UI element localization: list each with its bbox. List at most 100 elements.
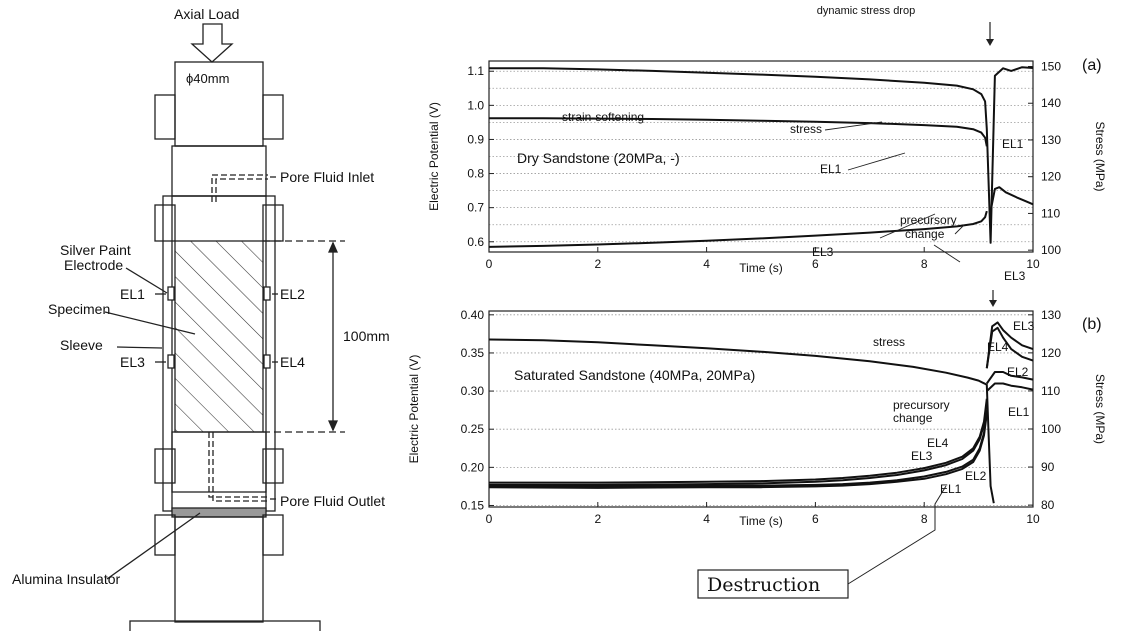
x-tick-label: 0: [486, 512, 493, 526]
label-specimen: Specimen: [48, 301, 110, 317]
label-pore-inlet: Pore Fluid Inlet: [280, 169, 374, 185]
x-axis-label: Time (s): [739, 261, 783, 275]
series-line-el1: [488, 409, 988, 488]
annotation: EL1: [820, 162, 842, 176]
y-tick-label: 1.0: [467, 98, 484, 112]
annotation-leader: [824, 121, 883, 131]
annotation: (b): [1082, 316, 1102, 333]
annotation: EL4: [927, 436, 949, 450]
y-tick-label: 1.1: [467, 64, 484, 78]
label-pore-outlet: Pore Fluid Outlet: [280, 493, 385, 509]
label-el4: EL4: [280, 354, 305, 370]
annotation: (a): [1082, 57, 1102, 74]
y2-axis-label: Stress (MPa): [1093, 121, 1107, 191]
label-el3: EL3: [120, 354, 145, 370]
annotation: EL2: [965, 469, 987, 483]
y-tick-label: 0.30: [461, 384, 485, 398]
x-tick-label: 2: [594, 257, 601, 271]
series-line-el1: [489, 117, 988, 147]
alumina-insulator: [171, 507, 267, 518]
y2-tick-label: 130: [1041, 133, 1061, 147]
y2-axis-label: Stress (MPa): [1093, 374, 1107, 444]
annotation: EL2: [1007, 365, 1029, 379]
annotation-leader: [847, 152, 906, 171]
label-el1: EL1: [120, 286, 145, 302]
annotation: change: [905, 227, 945, 241]
series-line-el3: [489, 402, 988, 486]
x-tick-label: 10: [1026, 512, 1040, 526]
annotation: EL1: [1002, 137, 1024, 151]
label-sleeve: Sleeve: [60, 337, 103, 353]
y2-tick-label: 150: [1041, 60, 1061, 74]
y2-tick-label: 100: [1041, 243, 1061, 257]
series-line-el2: [985, 371, 1034, 385]
annotation-leader: [954, 224, 965, 235]
annotation: EL3: [911, 449, 933, 463]
annotation: EL1: [1008, 405, 1030, 419]
annotation: change: [893, 411, 933, 425]
y-tick-label: 0.35: [461, 346, 485, 360]
annotation: stress: [790, 122, 822, 136]
label-silver-paint: Silver Paint: [60, 242, 131, 258]
y2-tick-label: 100: [1041, 422, 1061, 436]
y-tick-label: 0.9: [467, 132, 484, 146]
y-tick-label: 0.25: [461, 422, 485, 436]
specimen: [174, 240, 264, 433]
x-tick-label: 8: [921, 257, 928, 271]
base-plate: [129, 620, 321, 631]
label-length: 100mm: [343, 328, 390, 344]
stress-drop-arrowhead: [986, 39, 994, 46]
annotation: EL1: [940, 482, 962, 496]
series-line-stress: [489, 66, 1034, 244]
y2-tick-label: 120: [1041, 170, 1061, 184]
y-axis-label: Electric Potential (V): [427, 102, 441, 211]
label-diameter: ϕ40mm: [186, 71, 229, 86]
y-axis-label: Electric Potential (V): [407, 355, 421, 464]
x-tick-label: 4: [703, 257, 710, 271]
x-tick-label: 8: [921, 512, 928, 526]
annotation: EL3: [812, 245, 834, 259]
series-line-el3: [488, 210, 988, 248]
annotation: EL3: [1013, 319, 1035, 333]
electrode-el1: [167, 286, 175, 301]
y-tick-label: 0.7: [467, 201, 484, 215]
y-tick-label: 0.20: [461, 460, 485, 474]
annotation: precursory: [893, 398, 950, 412]
plot-frame: [488, 310, 1034, 508]
electrode-el4: [263, 354, 271, 369]
y-tick-label: 0.40: [461, 308, 485, 322]
y-tick-label: 0.8: [467, 167, 484, 181]
y2-tick-label: 110: [1041, 384, 1060, 398]
label-el2: EL2: [280, 286, 305, 302]
condition-label: Dry Sandstone (20MPa, -): [517, 150, 680, 166]
annotation-leader: [879, 213, 936, 239]
apparatus-diagram: [104, 23, 345, 631]
y2-tick-label: 90: [1041, 460, 1055, 474]
electrode-el2: [263, 286, 271, 301]
annotation-leader: [933, 244, 961, 263]
plot-frame: [488, 60, 1034, 253]
y2-tick-label: 110: [1041, 206, 1060, 220]
annotation: dynamic stress drop: [817, 5, 915, 17]
annotation: precursory: [900, 213, 957, 227]
x-axis-label: Time (s): [739, 514, 783, 528]
annotation: stress: [873, 335, 905, 349]
axial-load-arrow: [190, 23, 234, 63]
y2-tick-label: 120: [1041, 346, 1061, 360]
series-line-el3: [985, 321, 1034, 369]
x-tick-label: 2: [594, 512, 601, 526]
x-tick-label: 10: [1026, 257, 1040, 271]
y2-tick-label: 140: [1041, 96, 1061, 110]
chart-panel-b: 0 2 4 6 8 10 0.15 0.20 0.25 0.30 0.35 0.40 80 90 100 11…: [407, 290, 1107, 528]
electrode-el3: [167, 354, 175, 369]
destruction-box: [697, 569, 849, 599]
y-tick-label: 0.6: [467, 235, 484, 249]
destruction-label: Destruction: [707, 574, 820, 596]
annotation: EL4: [987, 340, 1009, 354]
x-tick-label: 6: [812, 257, 819, 271]
annotation: strain-softening: [562, 110, 644, 124]
x-tick-label: 0: [486, 257, 493, 271]
y-tick-label: 0.15: [461, 498, 485, 512]
series-line-el2: [488, 413, 988, 489]
label-electrode: Electrode: [64, 257, 123, 273]
